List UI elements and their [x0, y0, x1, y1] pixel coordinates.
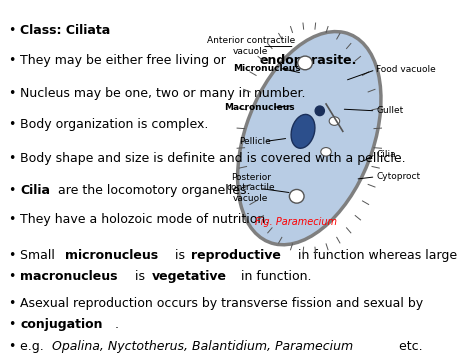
- Text: •: •: [8, 24, 15, 37]
- Ellipse shape: [329, 117, 340, 125]
- Text: Cilia: Cilia: [376, 150, 396, 159]
- Text: Cilia: Cilia: [20, 184, 50, 197]
- Ellipse shape: [315, 106, 324, 116]
- Text: Gullet: Gullet: [376, 106, 403, 115]
- Text: •: •: [8, 152, 15, 165]
- Text: reproductive: reproductive: [191, 249, 281, 262]
- Text: conjugation: conjugation: [20, 318, 103, 331]
- Text: Posterior
contractile
vacuole: Posterior contractile vacuole: [226, 173, 275, 203]
- Text: Fig. Paramecium: Fig. Paramecium: [255, 217, 337, 227]
- Text: Nucleus may be one, two or many in number.: Nucleus may be one, two or many in numbe…: [20, 87, 306, 100]
- Ellipse shape: [291, 114, 315, 148]
- Text: •: •: [8, 213, 15, 226]
- Text: in function.: in function.: [237, 270, 312, 283]
- Text: •: •: [8, 297, 15, 310]
- Text: They may be either free living or: They may be either free living or: [20, 54, 230, 67]
- Text: micronucleus: micronucleus: [64, 249, 158, 262]
- Text: .: .: [114, 318, 118, 331]
- Text: Food vacuole: Food vacuole: [376, 65, 436, 74]
- Text: •: •: [8, 249, 15, 262]
- Text: macronucleus: macronucleus: [20, 270, 118, 283]
- Text: •: •: [8, 87, 15, 100]
- Text: Body shape and size is definite and is covered with a pellicle.: Body shape and size is definite and is c…: [20, 152, 406, 165]
- Text: Cytoproct: Cytoproct: [376, 172, 420, 181]
- Text: Body organization is complex.: Body organization is complex.: [20, 118, 209, 131]
- Text: Micronucleus: Micronucleus: [234, 64, 301, 72]
- Text: •: •: [8, 184, 15, 197]
- Text: Anterior contractile
vacuole: Anterior contractile vacuole: [207, 36, 295, 55]
- Text: is: is: [131, 270, 149, 283]
- Text: Small: Small: [20, 249, 59, 262]
- Text: etc.: etc.: [395, 340, 423, 353]
- Text: are the locomotory organelles.: are the locomotory organelles.: [55, 184, 251, 197]
- Text: vegetative: vegetative: [152, 270, 227, 283]
- Text: Class: Ciliata: Class: Ciliata: [20, 24, 110, 37]
- Ellipse shape: [298, 56, 312, 70]
- Ellipse shape: [237, 32, 381, 245]
- Text: •: •: [8, 318, 15, 331]
- Text: Macronucleus: Macronucleus: [224, 103, 294, 112]
- Text: Pellicle: Pellicle: [239, 137, 271, 146]
- Text: •: •: [8, 118, 15, 131]
- Text: endoparasite.: endoparasite.: [260, 54, 357, 67]
- Text: •: •: [8, 270, 15, 283]
- Text: Opalina, Nyctotherus, Balantidium, Paramecium: Opalina, Nyctotherus, Balantidium, Param…: [52, 340, 353, 353]
- Text: Asexual reproduction occurs by transverse fission and sexual by: Asexual reproduction occurs by transvers…: [20, 297, 423, 310]
- Text: is: is: [171, 249, 189, 262]
- Ellipse shape: [321, 148, 331, 156]
- Text: •: •: [8, 340, 15, 353]
- Ellipse shape: [290, 190, 304, 203]
- Text: They have a holozoic mode of nutrition.: They have a holozoic mode of nutrition.: [20, 213, 270, 226]
- Text: •: •: [8, 54, 15, 67]
- Text: in function whereas large: in function whereas large: [294, 249, 457, 262]
- Text: e.g.: e.g.: [20, 340, 48, 353]
